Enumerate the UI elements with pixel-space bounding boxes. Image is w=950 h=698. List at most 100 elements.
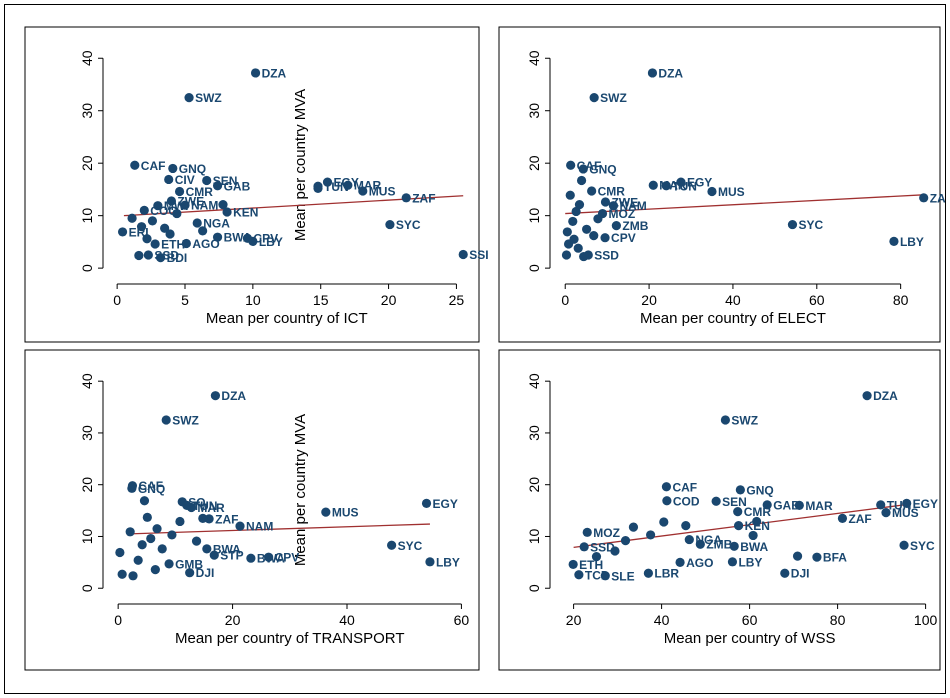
data-point <box>160 223 170 233</box>
data-point <box>147 216 158 226</box>
point-label: SLE <box>611 569 634 583</box>
data-point <box>787 219 798 230</box>
point-label: TUN <box>324 180 349 194</box>
point-label: COG <box>150 204 177 218</box>
panel-top-left: 0 10 20 30 40 0 5 10 15 20 25 Mean per country of I… <box>24 26 489 343</box>
y-tick-label: 0 <box>526 584 542 592</box>
data-point <box>152 524 162 534</box>
data-point <box>735 485 745 495</box>
y-tick-label: 30 <box>79 425 95 441</box>
point-label: ETH <box>161 237 185 251</box>
point-label: LBR <box>654 567 679 581</box>
data-point <box>899 540 909 550</box>
data-point <box>321 507 331 517</box>
y-tick-label: 0 <box>79 264 95 272</box>
data-point <box>734 521 744 531</box>
data-point <box>727 557 738 567</box>
point-label: ZWE <box>611 196 638 210</box>
data-point <box>711 496 721 506</box>
point-label: DZA <box>262 66 287 80</box>
data-point <box>192 218 202 228</box>
y-tick-label: 30 <box>79 103 95 119</box>
data-point <box>212 232 223 242</box>
x-tick-label: 40 <box>725 292 741 308</box>
data-point <box>881 508 891 518</box>
data-point <box>153 201 163 211</box>
data-point <box>620 536 631 546</box>
data-point <box>576 175 587 186</box>
data-point <box>661 181 671 191</box>
point-label: CPV <box>253 232 278 246</box>
figure-frame: 0 10 20 30 40 0 5 10 15 20 25 Mean per country of I… <box>4 4 946 694</box>
data-point <box>184 93 194 103</box>
panel-border <box>498 26 941 343</box>
x-tick-label: 60 <box>809 292 825 308</box>
data-point <box>720 415 731 425</box>
data-point <box>568 216 578 227</box>
y-tick-label: 20 <box>526 155 542 171</box>
point-label: BDI <box>167 251 188 265</box>
x-tick-label: 0 <box>561 292 569 308</box>
point-label: ETH <box>579 558 603 572</box>
point-label: EGY <box>433 497 458 511</box>
point-label: BWA <box>213 542 241 556</box>
panel-border <box>24 349 480 671</box>
y-tick-label: 10 <box>526 208 542 224</box>
point-label: NGA <box>203 217 230 231</box>
data-point <box>628 522 639 532</box>
data-point <box>574 570 584 580</box>
data-point <box>600 571 610 581</box>
data-point <box>167 530 177 540</box>
x-axis-title: Mean per country of ICT <box>206 310 368 327</box>
x-axis-title: Mean per country of TRANSPORT <box>175 630 405 647</box>
data-point <box>648 180 658 190</box>
data-point <box>401 193 411 203</box>
point-label: MOZ <box>609 207 636 221</box>
data-point <box>643 568 654 578</box>
x-tick-label: 5 <box>181 292 189 308</box>
panel-bottom-right: 0 10 20 30 40 20 40 60 80 100 Mean per country of … <box>498 349 941 671</box>
fit-line <box>565 194 926 215</box>
data-point <box>222 207 232 217</box>
data-point <box>862 391 872 401</box>
fit-line <box>129 523 430 535</box>
y-tick-label: 20 <box>79 477 95 493</box>
y-tick-label: 0 <box>526 264 542 272</box>
panel-border <box>498 349 941 671</box>
point-label: NAM <box>246 520 273 534</box>
point-label: CPV <box>611 231 636 245</box>
point-label: MUS <box>892 506 919 520</box>
data-point <box>175 516 185 527</box>
point-label: LBY <box>259 235 283 249</box>
data-point <box>582 527 592 537</box>
point-label: MWI <box>164 199 189 213</box>
data-point <box>130 160 140 170</box>
point-label: SYC <box>396 218 421 232</box>
point-label: SSI <box>469 248 488 262</box>
y-tick-label: 20 <box>526 477 542 493</box>
data-point <box>566 160 576 170</box>
point-label: MAR <box>197 501 225 515</box>
data-point <box>587 186 597 196</box>
point-label: DJI <box>196 566 215 580</box>
point-label: AGO <box>192 237 219 251</box>
x-tick-label: 20 <box>381 292 397 308</box>
data-point <box>235 521 245 531</box>
x-tick-label: 60 <box>742 612 758 628</box>
data-point <box>248 236 258 246</box>
point-label: GNQ <box>589 162 616 176</box>
data-point <box>579 251 589 262</box>
data-point <box>164 559 174 569</box>
x-tick-label: 0 <box>114 612 122 628</box>
data-point <box>662 496 672 506</box>
data-point <box>837 513 848 523</box>
x-tick-label: 0 <box>113 292 121 308</box>
point-label: GNQ <box>746 483 773 497</box>
data-point <box>218 200 228 210</box>
data-point <box>134 250 144 261</box>
data-point <box>125 527 135 537</box>
x-tick-label: 10 <box>245 292 261 308</box>
data-point <box>166 196 177 206</box>
data-point <box>202 175 212 186</box>
data-point <box>729 541 739 551</box>
